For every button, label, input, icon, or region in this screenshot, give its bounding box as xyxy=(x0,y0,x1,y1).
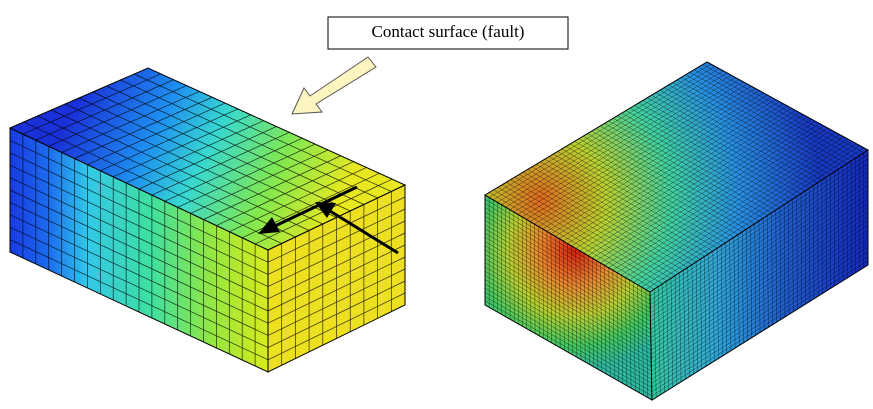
meshes xyxy=(10,62,868,400)
callout-label: Contact surface (fault) xyxy=(372,22,525,41)
page: Contact surface (fault) (() => { const d… xyxy=(0,0,873,409)
hollow-arrow xyxy=(292,57,376,114)
figure: Contact surface (fault) xyxy=(0,0,873,409)
